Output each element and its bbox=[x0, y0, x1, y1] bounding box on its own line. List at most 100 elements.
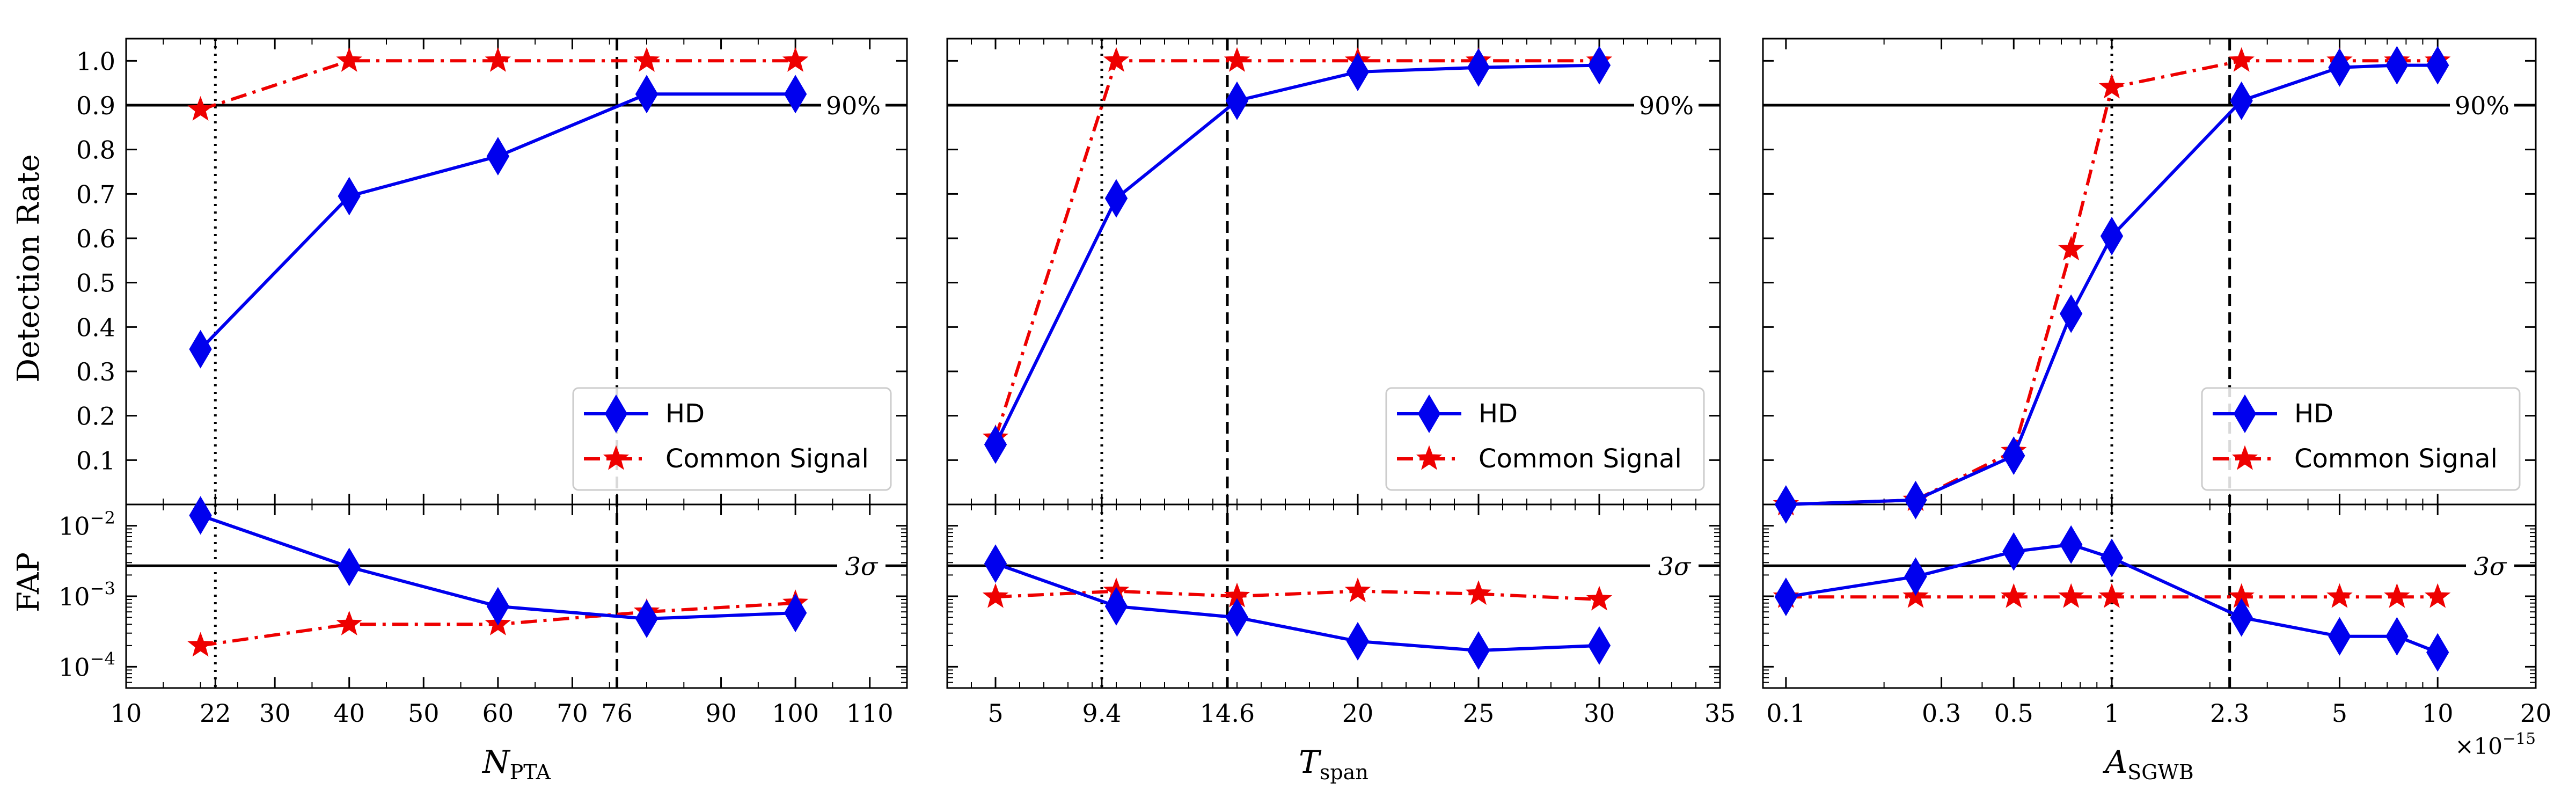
legend-box bbox=[1385, 387, 1705, 491]
x-offset-label: ×10−15 bbox=[2455, 729, 2536, 759]
hd-marker bbox=[984, 425, 1007, 464]
hd-marker bbox=[189, 496, 212, 535]
legend-hd-marker bbox=[1417, 394, 1441, 433]
hd-marker bbox=[2002, 436, 2025, 475]
xtick-label: 9.4 bbox=[1082, 699, 1121, 728]
hd-marker bbox=[486, 587, 510, 626]
ytick-label-top: 0.5 bbox=[76, 269, 115, 298]
hd-marker bbox=[1774, 485, 1798, 524]
ytick-label-top: 0.9 bbox=[76, 91, 115, 120]
legend-label: HD bbox=[2294, 399, 2333, 429]
chart-panel-tspan: 5 9.4 14.6 20 25 30 35 Tspan 90% 3σ HD Common Signa… bbox=[946, 38, 1736, 784]
common-signal-marker bbox=[2228, 47, 2255, 72]
legend-common-signal-marker bbox=[2231, 445, 2258, 470]
x-axis-label: ASGWB bbox=[2102, 744, 2193, 784]
ytick-label-top: 0.2 bbox=[76, 402, 115, 431]
hd-marker bbox=[784, 594, 807, 633]
xtick-label: 30 bbox=[1584, 699, 1615, 728]
hd-marker bbox=[486, 137, 510, 176]
threshold-label-3sigma: 3σ bbox=[845, 552, 879, 581]
hd-marker bbox=[1104, 587, 1128, 626]
legend-hd-marker bbox=[2233, 394, 2257, 433]
common-signal-marker bbox=[1224, 47, 1250, 72]
series-line-top-hd bbox=[994, 63, 1600, 445]
hd-marker bbox=[2385, 617, 2409, 656]
common-signal-marker bbox=[187, 96, 214, 121]
hd-marker bbox=[635, 75, 658, 114]
hd-marker bbox=[1346, 53, 1370, 91]
ylabel-detection-rate: Detection Rate bbox=[11, 154, 46, 383]
xtick-label: 5 bbox=[987, 699, 1003, 728]
common-signal-marker bbox=[1103, 47, 1130, 72]
chart-panel-asgwb: 0.1 0.3 0.5 1 2.3 5 10 20 ASGWB ×10−15 90% 3σ HD Comm… bbox=[1762, 38, 2551, 784]
hd-marker bbox=[1904, 480, 1927, 519]
common-signal-marker bbox=[2098, 583, 2125, 608]
x-axis-label: Tspan bbox=[1299, 744, 1368, 784]
series-line-bottom-common bbox=[995, 589, 1600, 601]
hd-marker bbox=[1587, 626, 1611, 665]
xtick-label: 14.6 bbox=[1200, 699, 1255, 728]
series-line-top-common bbox=[200, 59, 796, 112]
common-signal-marker bbox=[982, 583, 1009, 608]
ytick-label-top: 0.6 bbox=[76, 224, 115, 253]
ytick-label-top: 1.0 bbox=[76, 47, 115, 76]
bottom-axes-frame bbox=[125, 503, 908, 689]
xtick-label: 70 bbox=[557, 699, 588, 728]
hd-marker bbox=[2328, 617, 2351, 656]
hd-marker bbox=[1104, 179, 1128, 218]
threshold-label-90: 90% bbox=[2455, 91, 2509, 120]
hd-marker bbox=[2426, 46, 2449, 85]
xtick-label: 110 bbox=[846, 699, 894, 728]
ytick-label-bottom: 10−3 bbox=[58, 578, 115, 611]
legend-label: Common Signal bbox=[2294, 444, 2498, 474]
chart-panel-npta: 0.1 0.2 0.3 0.4 0.5 0.6 0.7 0.8 0.9 1.0 10−4 10−3 10… bbox=[58, 38, 908, 784]
xtick-label: 10 bbox=[111, 699, 142, 728]
legend-label: Common Signal bbox=[1479, 444, 1682, 474]
legend-label: HD bbox=[665, 399, 705, 429]
xtick-label: 20 bbox=[1342, 699, 1374, 728]
common-signal-marker bbox=[336, 610, 362, 635]
ytick-label-top: 0.7 bbox=[76, 180, 115, 209]
hd-marker bbox=[2100, 216, 2124, 255]
legend-common-signal-marker bbox=[603, 445, 630, 470]
threshold-label-3sigma: 3σ bbox=[2474, 552, 2507, 581]
legend-hd-marker bbox=[604, 394, 628, 433]
ylabel-fap: FAP bbox=[11, 552, 46, 612]
xtick-label: 100 bbox=[772, 699, 819, 728]
legend: HD Common Signal bbox=[1385, 387, 1705, 491]
series-line-top-hd bbox=[199, 92, 796, 350]
common-signal-marker bbox=[336, 47, 362, 72]
xtick-label: 2.3 bbox=[2210, 699, 2249, 728]
common-signal-marker bbox=[1344, 577, 1371, 603]
legend-common-signal-marker bbox=[1416, 445, 1443, 470]
threshold-label-90: 90% bbox=[1639, 91, 1694, 120]
hd-marker bbox=[2060, 294, 2083, 333]
xtick-label: 25 bbox=[1463, 699, 1495, 728]
xtick-label: 1 bbox=[2104, 699, 2119, 728]
common-signal-marker bbox=[2001, 583, 2027, 608]
xtick-label: 5 bbox=[2332, 699, 2347, 728]
hd-marker bbox=[2426, 633, 2449, 672]
chart-panels: 0.10.20.30.40.50.60.70.80.91.010−410−310… bbox=[58, 38, 2551, 784]
xtick-label: 40 bbox=[333, 699, 365, 728]
series-line-top-common bbox=[994, 59, 1599, 438]
legend-box bbox=[572, 387, 892, 491]
common-signal-marker bbox=[1465, 580, 1492, 605]
hd-marker bbox=[1346, 621, 1370, 661]
common-signal-marker bbox=[2058, 583, 2084, 608]
ytick-label-top: 0.4 bbox=[76, 313, 115, 342]
hd-marker bbox=[2100, 538, 2124, 577]
ytick-label-top: 0.1 bbox=[76, 446, 115, 475]
hd-marker bbox=[1904, 557, 1927, 596]
common-signal-marker bbox=[2425, 583, 2451, 608]
common-signal-marker bbox=[187, 632, 214, 657]
ytick-label-bottom: 10−2 bbox=[58, 508, 115, 541]
hd-marker bbox=[1467, 631, 1490, 670]
ytick-label-bottom: 10−4 bbox=[58, 649, 115, 682]
hd-marker bbox=[2385, 46, 2409, 85]
hd-marker bbox=[2060, 525, 2083, 564]
common-signal-marker bbox=[1586, 586, 1613, 611]
series-line-bottom-hd bbox=[994, 562, 1600, 653]
threshold-label-3sigma: 3σ bbox=[1658, 552, 1692, 581]
